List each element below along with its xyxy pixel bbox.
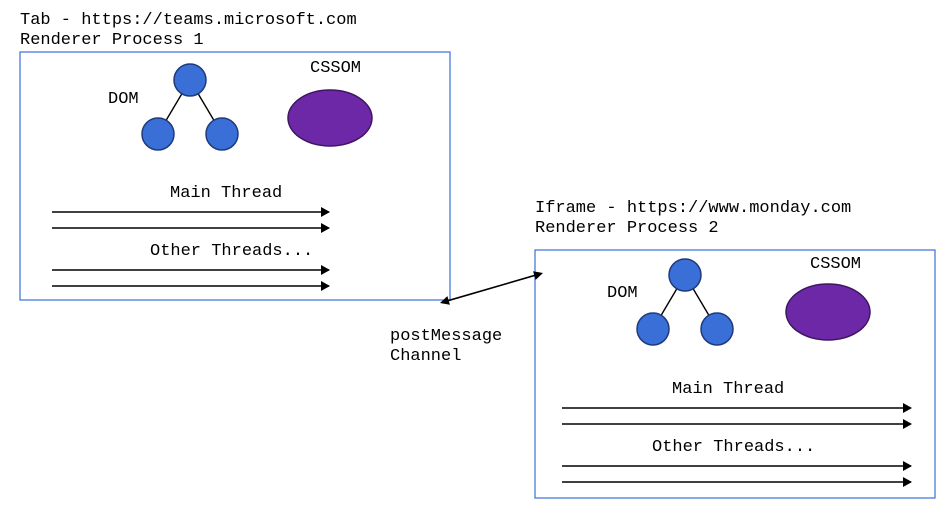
process1-box [20, 52, 450, 300]
process1-dom-node-root [174, 64, 206, 96]
process2-cssom-label: CSSOM [810, 255, 861, 274]
process1-thread-arrow-1-head [321, 223, 330, 233]
process1-thread-arrow-2-head [321, 265, 330, 275]
process2-dom-label: DOM [607, 284, 638, 303]
process1-thread-arrow-0-head [321, 207, 330, 217]
process2-cssom-ellipse [786, 284, 870, 340]
process1-other-threads-label: Other Threads... [150, 242, 313, 261]
process1-dom-node-left [142, 118, 174, 150]
process1-cssom-ellipse [288, 90, 372, 146]
process2-title-line2: Renderer Process 2 [535, 219, 719, 238]
process1-main-thread-label: Main Thread [170, 184, 282, 203]
process1-title-line1: Tab - https://teams.microsoft.com [20, 11, 357, 30]
process2-thread-arrow-2-head [903, 461, 912, 471]
process2-dom-node-right [701, 313, 733, 345]
process2-main-thread-label: Main Thread [672, 380, 784, 399]
process2-dom-node-left [637, 313, 669, 345]
process2-thread-arrow-1-head [903, 419, 912, 429]
postmessage-label-line1: postMessage [390, 327, 502, 346]
postmessage-label-line2: Channel [390, 347, 461, 366]
process2-other-threads-label: Other Threads... [652, 438, 815, 457]
process2-box [535, 250, 935, 498]
process1-dom-node-right [206, 118, 238, 150]
process2-title-line1: Iframe - https://www.monday.com [535, 199, 851, 218]
process1-title-line2: Renderer Process 1 [20, 31, 204, 50]
process2-thread-arrow-0-head [903, 403, 912, 413]
process1-dom-label: DOM [108, 90, 139, 109]
diagram-canvas: Tab - https://teams.microsoft.comRendere… [0, 0, 950, 526]
process1-thread-arrow-3-head [321, 281, 330, 291]
process1-cssom-label: CSSOM [310, 59, 361, 78]
process2-dom-node-root [669, 259, 701, 291]
postmessage-connector [442, 274, 541, 303]
process2-thread-arrow-3-head [903, 477, 912, 487]
